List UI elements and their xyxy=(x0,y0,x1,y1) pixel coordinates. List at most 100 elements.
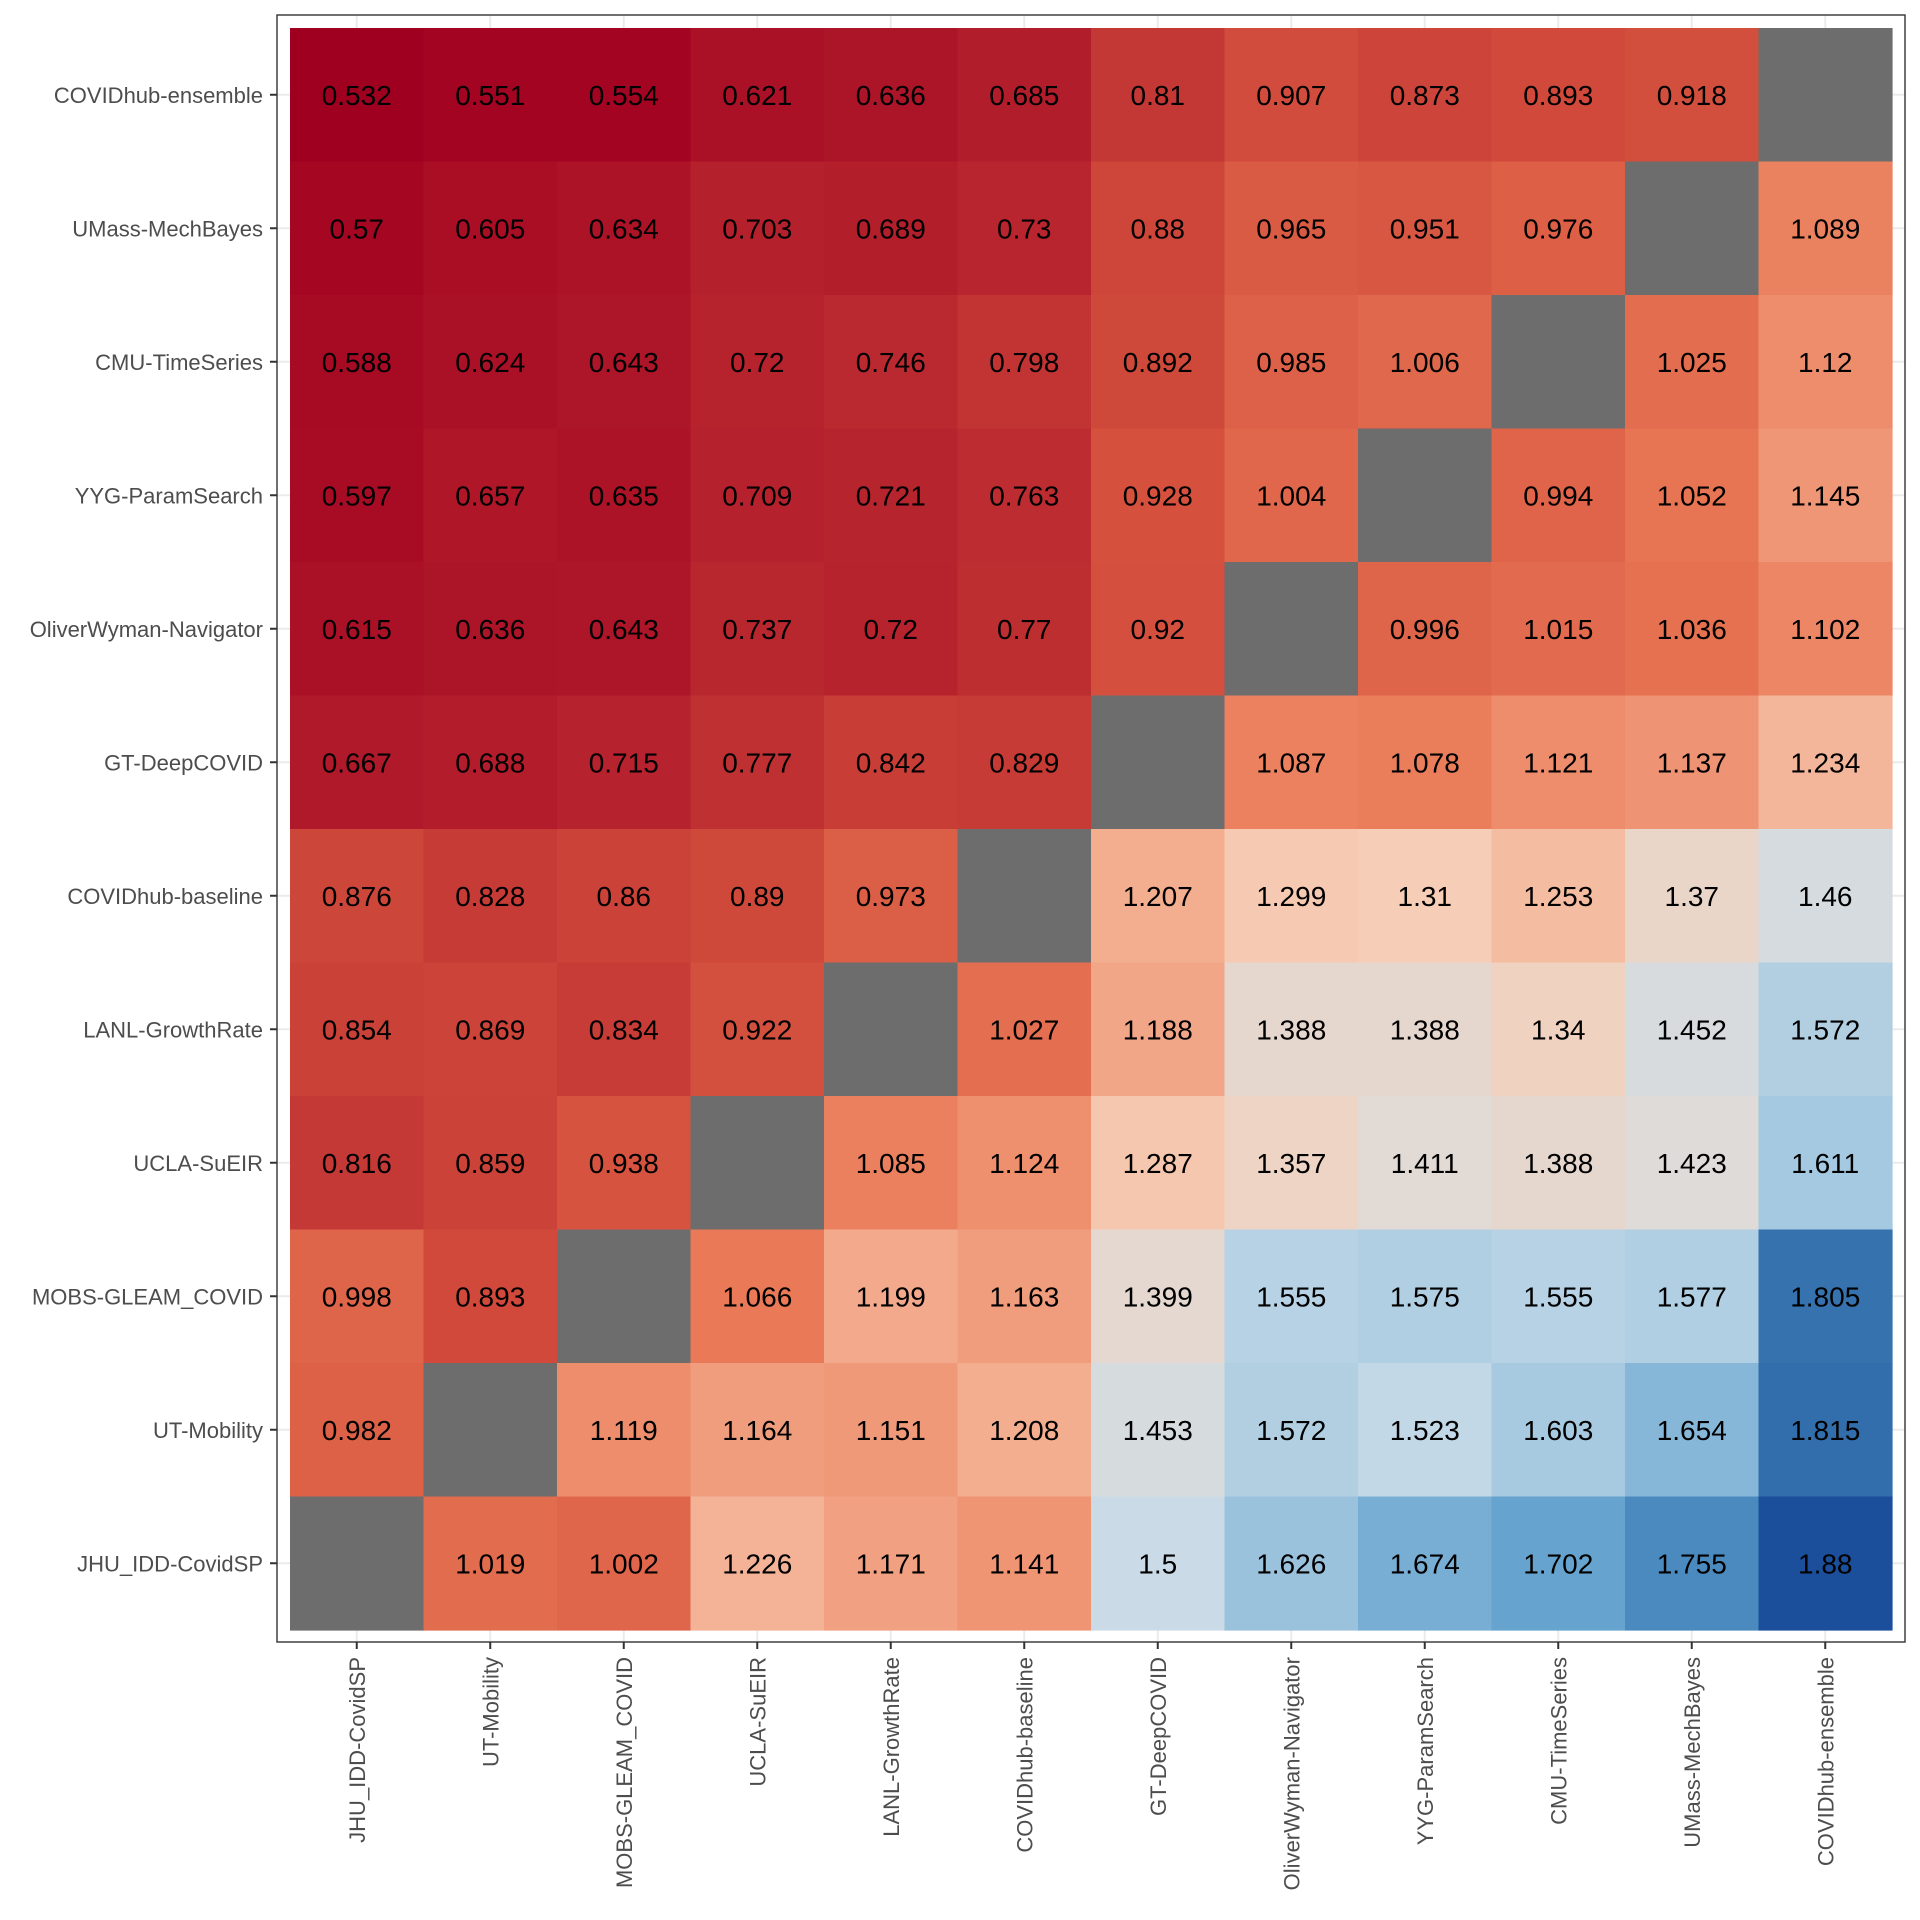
cell-value: 1.34 xyxy=(1531,1014,1586,1045)
cell-value: 0.996 xyxy=(1390,614,1460,645)
cell-value-labels: 0.532 0.551 0.554 0.621 0.636 0.685 0.81 0.907 0… xyxy=(322,80,1861,1580)
cell-value: 0.597 xyxy=(322,480,392,511)
heatmap-tile xyxy=(1625,28,1760,163)
heatmap-tile xyxy=(1091,28,1226,163)
cell-value: 1.002 xyxy=(589,1548,659,1579)
y-tick-label: OliverWyman-Navigator xyxy=(30,617,263,642)
heatmap-tile xyxy=(1224,161,1359,296)
cell-value: 0.737 xyxy=(722,614,792,645)
heatmap-tile xyxy=(690,1229,825,1364)
heatmap-tile xyxy=(1491,829,1626,964)
heatmap-tile xyxy=(824,28,959,163)
cell-value: 1.357 xyxy=(1256,1148,1326,1179)
cell-value: 0.918 xyxy=(1657,80,1727,111)
cell-value: 1.066 xyxy=(722,1281,792,1312)
heatmap-tile xyxy=(1758,1363,1893,1498)
cell-value: 1.611 xyxy=(1791,1148,1859,1179)
cell-value: 0.588 xyxy=(322,347,392,378)
cell-value: 0.893 xyxy=(1523,80,1593,111)
heatmap-tile xyxy=(1091,829,1226,964)
heatmap-tile xyxy=(690,829,825,964)
cell-value: 0.907 xyxy=(1256,80,1326,111)
heatmap-tile xyxy=(1758,1496,1893,1631)
cell-value: 1.523 xyxy=(1390,1415,1460,1446)
x-tick-label: UT-Mobility xyxy=(478,1657,503,1767)
cell-value: 1.207 xyxy=(1123,881,1193,912)
heatmap-tile xyxy=(290,695,425,830)
cell-value: 1.027 xyxy=(989,1014,1059,1045)
heatmap-tile xyxy=(957,1096,1092,1231)
cell-value: 1.572 xyxy=(1790,1014,1860,1045)
heatmap-tile xyxy=(1491,1363,1626,1498)
heatmap-tile xyxy=(957,161,1092,296)
heatmap-tile xyxy=(557,562,692,697)
cell-value: 0.643 xyxy=(589,347,659,378)
heatmap-tile xyxy=(423,1229,558,1364)
heatmap-tile xyxy=(690,1496,825,1631)
heatmap-tile-na xyxy=(1625,161,1760,296)
heatmap-tile xyxy=(290,28,425,163)
heatmap-tile xyxy=(1358,562,1493,697)
cell-value: 1.411 xyxy=(1391,1148,1459,1179)
heatmap-tile xyxy=(1758,962,1893,1097)
heatmap-tile xyxy=(1625,295,1760,430)
heatmap-tile xyxy=(1091,562,1226,697)
heatmap-tile xyxy=(824,1096,959,1231)
heatmap-tile xyxy=(824,428,959,563)
heatmap-tile xyxy=(290,562,425,697)
heatmap-tile xyxy=(1358,1363,1493,1498)
cell-value: 1.151 xyxy=(856,1415,926,1446)
cell-value: 0.703 xyxy=(722,213,792,244)
cell-value: 0.634 xyxy=(589,213,659,244)
heatmap-tile xyxy=(690,428,825,563)
heatmap-tile xyxy=(1491,962,1626,1097)
x-axis: JHU_IDD-CovidSP UT-Mobility MOBS-GLEAM_COV… xyxy=(345,1642,1838,1890)
heatmap-tile xyxy=(957,962,1092,1097)
cell-value: 0.86 xyxy=(597,881,652,912)
heatmap-tile xyxy=(1625,428,1760,563)
heatmap-tile xyxy=(1091,1363,1226,1498)
heatmap-tile xyxy=(957,1229,1092,1364)
heatmap-tile xyxy=(1491,428,1626,563)
cell-value: 0.532 xyxy=(322,80,392,111)
y-tick-label: COVIDhub-ensemble xyxy=(54,83,263,108)
y-tick-label: UCLA-SuEIR xyxy=(133,1151,263,1176)
heatmap-tiles xyxy=(290,28,1893,1631)
heatmap-tile xyxy=(824,1229,959,1364)
cell-value: 0.72 xyxy=(730,347,785,378)
heatmap-tile xyxy=(1758,1229,1893,1364)
cell-value: 0.689 xyxy=(856,213,926,244)
heatmap-tile xyxy=(290,962,425,1097)
heatmap-tile xyxy=(1224,1496,1359,1631)
heatmap-tile-na xyxy=(957,829,1092,964)
cell-value: 1.452 xyxy=(1657,1014,1727,1045)
heatmap-tile xyxy=(1358,295,1493,430)
cell-value: 1.006 xyxy=(1390,347,1460,378)
cell-value: 1.036 xyxy=(1657,614,1727,645)
heatmap-tile xyxy=(290,161,425,296)
heatmap-tile xyxy=(423,161,558,296)
cell-value: 1.674 xyxy=(1390,1548,1460,1579)
y-tick-label: JHU_IDD-CovidSP xyxy=(77,1551,263,1576)
cell-value: 1.188 xyxy=(1123,1014,1193,1045)
heatmap-tile xyxy=(957,1363,1092,1498)
plot-panel-border xyxy=(276,14,1906,1643)
heatmap-tile-na xyxy=(824,962,959,1097)
heatmap-tile xyxy=(824,562,959,697)
cell-value: 1.12 xyxy=(1798,347,1853,378)
heatmap-tile xyxy=(1091,428,1226,563)
x-tick-label: LANL-GrowthRate xyxy=(879,1657,904,1837)
heatmap-tile xyxy=(1625,562,1760,697)
cell-value: 0.73 xyxy=(997,213,1052,244)
cell-value: 1.572 xyxy=(1256,1415,1326,1446)
cell-value: 1.121 xyxy=(1523,747,1593,778)
cell-value: 0.973 xyxy=(856,881,926,912)
cell-value: 0.965 xyxy=(1256,213,1326,244)
cell-value: 1.388 xyxy=(1256,1014,1326,1045)
cell-value: 1.5 xyxy=(1138,1548,1177,1579)
heatmap-tile xyxy=(1491,695,1626,830)
heatmap-tile xyxy=(1358,829,1493,964)
cell-value: 1.603 xyxy=(1523,1415,1593,1446)
x-tick-label: UMass-MechBayes xyxy=(1680,1657,1705,1848)
